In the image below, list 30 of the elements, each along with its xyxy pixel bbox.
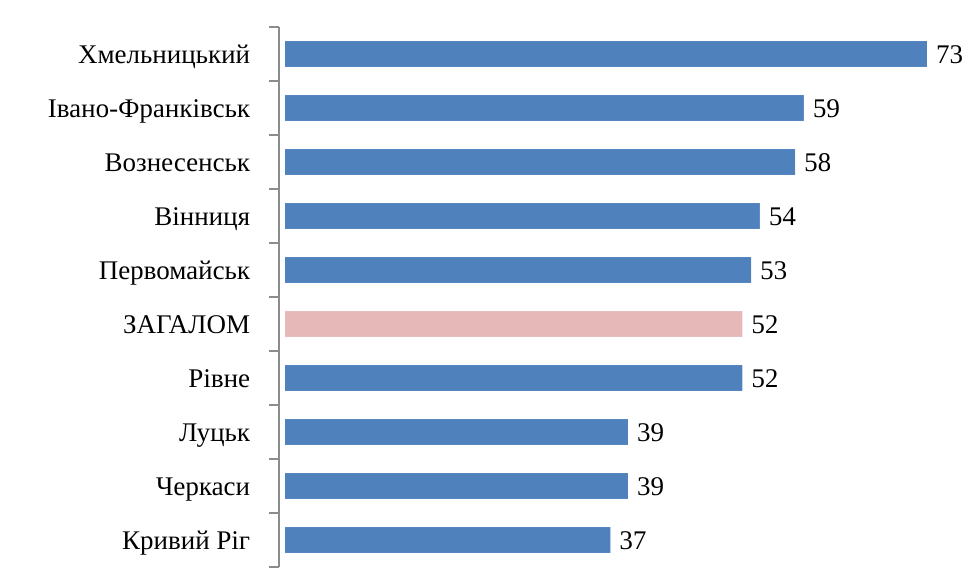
data-label: 37 <box>619 525 646 555</box>
data-label: 52 <box>751 363 778 393</box>
bar <box>285 41 927 67</box>
bar <box>285 203 760 229</box>
bar <box>285 311 742 337</box>
y-tick-label: Черкаси <box>156 471 250 501</box>
y-tick-label: Івано-Франківськ <box>48 93 251 123</box>
y-tick-label: Вінниця <box>154 201 250 231</box>
data-label: 59 <box>812 93 840 123</box>
bar <box>285 257 752 283</box>
y-tick-label: Кривий Ріг <box>122 525 250 555</box>
data-label: 52 <box>751 309 778 339</box>
bar <box>285 365 742 391</box>
bar <box>285 149 796 175</box>
data-label: 73 <box>936 39 963 69</box>
y-tick-label: Луцьк <box>178 417 251 447</box>
data-label: 58 <box>804 147 832 177</box>
y-tick-label: Первомайськ <box>98 255 251 285</box>
bar <box>285 419 628 445</box>
y-tick-label: Вознесенськ <box>104 147 251 177</box>
bar <box>285 473 628 499</box>
data-label: 53 <box>760 255 788 285</box>
data-label: 39 <box>636 471 664 501</box>
data-label: 54 <box>768 201 796 231</box>
bar <box>285 95 804 121</box>
data-label: 39 <box>636 417 664 447</box>
y-tick-label: ЗАГАЛОМ <box>122 309 250 339</box>
y-tick-label: Рівне <box>188 363 250 393</box>
bar <box>285 527 610 553</box>
y-tick-label: Хмельницький <box>78 39 250 69</box>
